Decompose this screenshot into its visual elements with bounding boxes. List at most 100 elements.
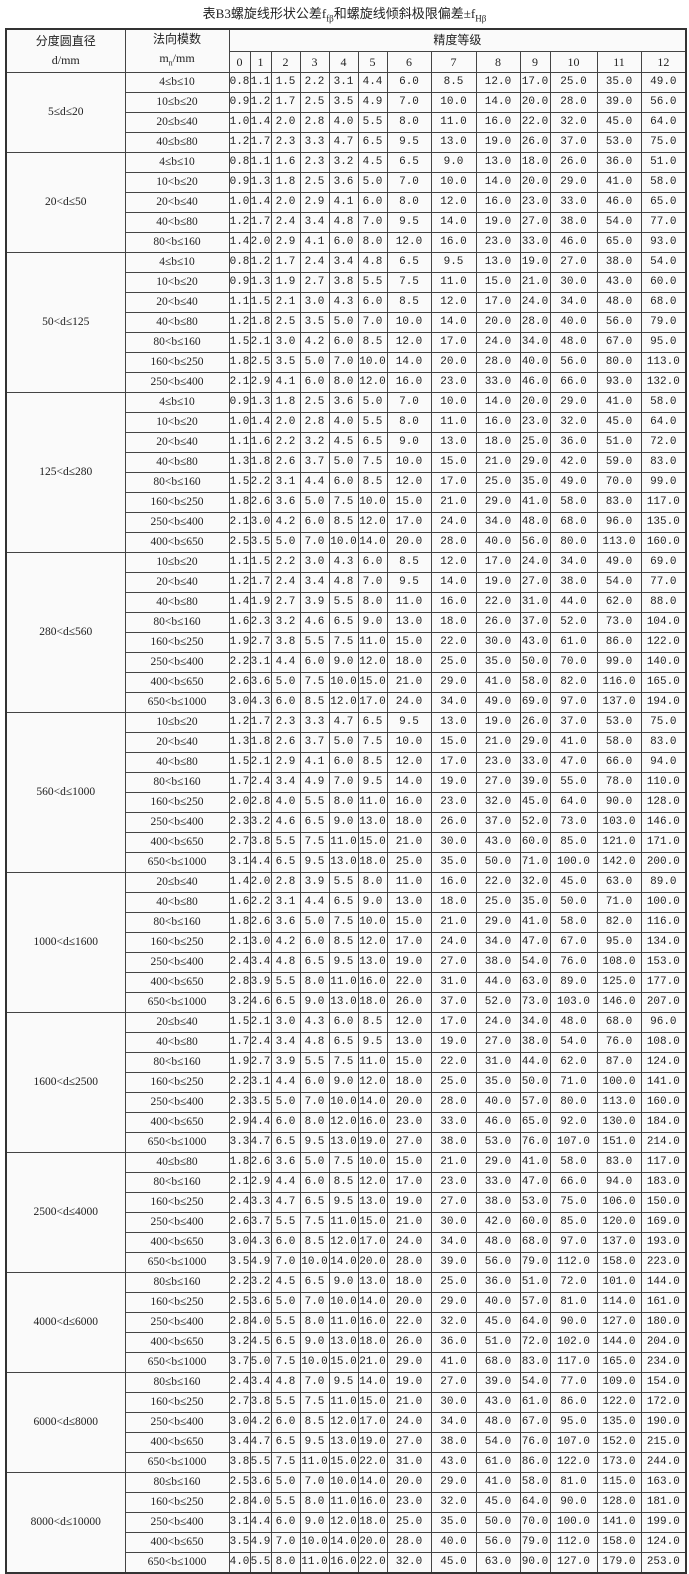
- tolerance-value-cell: 0.8: [228, 72, 251, 94]
- tolerance-value-cell: 22.0: [357, 1452, 388, 1474]
- tolerance-value-cell: 33.0: [475, 1172, 521, 1194]
- tolerance-value-cell: 1.8: [228, 912, 251, 934]
- tolerance-value-cell: 78.0: [596, 772, 642, 794]
- tolerance-value-cell: 27.0: [430, 952, 477, 974]
- tolerance-value-cell: 50.0: [549, 892, 598, 914]
- tolerance-value-cell: 6.0: [328, 472, 359, 494]
- tolerance-value-cell: 23.0: [475, 232, 521, 254]
- tolerance-value-cell: 2.9: [270, 232, 301, 254]
- tolerance-value-cell: 67.0: [519, 1412, 551, 1434]
- tolerance-value-cell: 1.9: [228, 1052, 251, 1074]
- diameter-range-cell: 560<d≤1000: [5, 712, 126, 874]
- tolerance-value-cell: 14.0: [475, 92, 521, 114]
- tolerance-value-cell: 10.0: [430, 392, 477, 414]
- tolerance-value-cell: 4.8: [270, 952, 301, 974]
- tolerance-value-cell: 2.5: [299, 172, 330, 194]
- module-range-cell: 160<b≤250: [124, 492, 230, 514]
- tolerance-value-cell: 3.7: [228, 1352, 251, 1374]
- tolerance-value-cell: 3.1: [328, 72, 359, 94]
- tolerance-value-cell: 16.0: [430, 872, 477, 894]
- tolerance-value-cell: 0.9: [228, 392, 251, 414]
- tolerance-value-cell: 32.0: [549, 112, 598, 134]
- tolerance-value-cell: 1.8: [249, 312, 272, 334]
- tolerance-value-cell: 4.7: [328, 132, 359, 154]
- tolerance-value-cell: 14.0: [430, 312, 477, 334]
- tolerance-value-cell: 3.0: [299, 292, 330, 314]
- tolerance-value-cell: 66.0: [549, 1172, 598, 1194]
- tolerance-value-cell: 7.5: [357, 452, 388, 474]
- module-range-cell: 250<b≤400: [124, 1212, 230, 1234]
- tolerance-value-cell: 34.0: [475, 932, 521, 954]
- tolerance-value-cell: 45.0: [475, 1492, 521, 1514]
- tolerance-value-cell: 3.1: [270, 892, 301, 914]
- tolerance-value-cell: 44.0: [475, 972, 521, 994]
- tolerance-value-cell: 2.6: [228, 672, 251, 694]
- tolerance-value-cell: 140.0: [640, 652, 687, 674]
- tolerance-value-cell: 43.0: [596, 272, 642, 294]
- tolerance-value-cell: 40.0: [475, 1092, 521, 1114]
- tolerance-value-cell: 31.0: [430, 972, 477, 994]
- tolerance-value-cell: 16.0: [357, 1492, 388, 1514]
- tolerance-value-cell: 5.5: [270, 832, 301, 854]
- module-range-cell: 20<b≤40: [124, 572, 230, 594]
- module-range-cell: 250<b≤400: [124, 372, 230, 394]
- tolerance-value-cell: 17.0: [475, 292, 521, 314]
- tolerance-value-cell: 75.0: [640, 132, 687, 154]
- tolerance-value-cell: 4.7: [328, 712, 359, 734]
- tolerance-value-cell: 2.1: [249, 332, 272, 354]
- tolerance-value-cell: 5.0: [299, 912, 330, 934]
- tolerance-value-cell: 107.0: [549, 1132, 598, 1154]
- diameter-range-cell: 1000<d≤1600: [5, 872, 126, 1014]
- tolerance-value-cell: 14.0: [357, 1372, 388, 1394]
- tolerance-value-cell: 1.3: [249, 172, 272, 194]
- tolerance-value-cell: 169.0: [640, 1212, 687, 1234]
- tolerance-value-cell: 3.3: [299, 712, 330, 734]
- tolerance-value-cell: 9.0: [328, 652, 359, 674]
- tolerance-value-cell: 2.5: [228, 1472, 251, 1494]
- tolerance-value-cell: 13.0: [430, 712, 477, 734]
- tolerance-value-cell: 85.0: [549, 832, 598, 854]
- tolerance-value-cell: 7.0: [357, 312, 388, 334]
- tolerance-value-cell: 89.0: [549, 972, 598, 994]
- tolerance-value-cell: 7.0: [299, 1472, 330, 1494]
- tolerance-value-cell: 4.4: [249, 1112, 272, 1134]
- module-range-cell: 80≤b≤160: [124, 1372, 230, 1394]
- tolerance-value-cell: 2.1: [228, 512, 251, 534]
- header-diameter-unit: d/mm: [51, 53, 80, 68]
- tolerance-value-cell: 22.0: [386, 1312, 432, 1334]
- tolerance-value-cell: 8.5: [299, 1232, 330, 1254]
- tolerance-value-cell: 7.5: [328, 912, 359, 934]
- tolerance-value-cell: 79.0: [519, 1532, 551, 1554]
- tolerance-value-cell: 1.1: [228, 432, 251, 454]
- tolerance-value-cell: 124.0: [640, 1532, 687, 1554]
- header-grade-7: 7: [430, 50, 477, 74]
- tolerance-value-cell: 31.0: [386, 1452, 432, 1474]
- tolerance-value-cell: 68.0: [640, 292, 687, 314]
- module-range-cell: 4≤b≤10: [124, 152, 230, 174]
- tolerance-value-cell: 22.0: [430, 1052, 477, 1074]
- module-range-cell: 650<b≤1000: [124, 1552, 230, 1574]
- table-row: 20<b≤40 1.1 1.5 2.1 3.0 4.3 6.0 8.5 12.0 17.0 24.0…: [6, 292, 687, 314]
- tolerance-value-cell: 13.0: [475, 152, 521, 174]
- table-row: 40<b≤80 1.2 1.7 2.4 3.4 4.8 7.0 9.5 14.0 19.0 27.0…: [6, 212, 687, 234]
- tolerance-value-cell: 72.0: [549, 1272, 598, 1294]
- tolerance-value-cell: 67.0: [549, 932, 598, 954]
- tolerance-value-cell: 3.6: [249, 1472, 272, 1494]
- header-grade-8: 8: [475, 50, 521, 74]
- tolerance-value-cell: 50.0: [475, 1512, 521, 1534]
- tolerance-value-cell: 8.0: [299, 972, 330, 994]
- module-range-cell: 80<b≤160: [124, 772, 230, 794]
- tolerance-value-cell: 9.5: [299, 1132, 330, 1154]
- table-row: 20<b≤40 1.3 1.8 2.6 3.7 5.0 7.5 10.0 15.0 21.0 29.…: [6, 732, 687, 754]
- tolerance-value-cell: 54.0: [475, 1432, 521, 1454]
- tolerance-value-cell: 8.0: [386, 112, 432, 134]
- tolerance-value-cell: 14.0: [475, 172, 521, 194]
- tolerance-value-cell: 99.0: [640, 472, 687, 494]
- tolerance-value-cell: 1.2: [228, 132, 251, 154]
- tolerance-value-cell: 2.5: [249, 352, 272, 374]
- tolerance-value-cell: 40.0: [475, 1292, 521, 1314]
- tolerance-value-cell: 3.8: [249, 1392, 272, 1414]
- tolerance-value-cell: 114.0: [596, 1292, 642, 1314]
- tolerance-value-cell: 83.0: [519, 1352, 551, 1374]
- tolerance-value-cell: 6.5: [270, 1432, 301, 1454]
